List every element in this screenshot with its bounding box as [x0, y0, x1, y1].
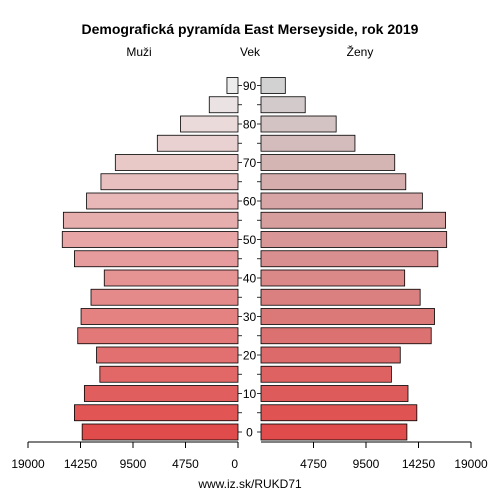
age-tick-label: 10 [243, 387, 257, 401]
x-axis-right: 4750 9500 14250 19000 [261, 441, 488, 471]
female-bar-0-4 [260, 423, 408, 441]
age-axis: 0 10 20 30 40 50 60 70 80 90 [238, 79, 261, 440]
male-bar-60-64 [86, 192, 239, 210]
x-tick-label: 4750 [172, 457, 199, 471]
male-bar-50-54 [61, 231, 239, 248]
male-bar-5-9 [74, 404, 239, 422]
female-bar-85-89 [260, 96, 306, 114]
male-bar-80-84 [180, 115, 239, 133]
age-tick-label: 30 [243, 310, 257, 324]
male-bar-0-4 [81, 423, 239, 441]
male-bar-30-34 [80, 308, 239, 325]
female-bar-15-19 [260, 365, 392, 383]
x-tick-label: 19000 [11, 457, 45, 471]
male-bar-90+ [226, 77, 239, 94]
x-tick-label: 9500 [353, 457, 380, 471]
chart-title: Demografická pyramída East Merseyside, r… [82, 21, 419, 37]
male-bar-75-79 [156, 134, 239, 152]
female-bar-70-74 [260, 154, 396, 171]
right-group-label: Ženy [347, 44, 374, 59]
female-bar-20-24 [260, 346, 401, 364]
male-bar-65-69 [100, 173, 239, 191]
female-bars [260, 77, 448, 441]
x-tick-label: 14250 [402, 457, 436, 471]
x-axis-left: 19000 14250 9500 4750 0 [11, 441, 239, 471]
female-bar-50-54 [260, 231, 448, 248]
male-bar-40-44 [103, 269, 239, 287]
female-bar-75-79 [260, 134, 356, 152]
female-bar-65-69 [260, 173, 407, 191]
female-bar-30-34 [260, 308, 435, 325]
age-tick-label: 50 [243, 233, 257, 247]
x-tick-label: 0 [231, 457, 238, 471]
male-bar-85-89 [208, 96, 239, 114]
female-bar-60-64 [260, 192, 423, 210]
center-axis-label: Vek [240, 45, 261, 59]
female-bar-35-39 [260, 288, 421, 306]
age-tick-label: 40 [243, 272, 257, 286]
female-bar-55-59 [260, 211, 446, 229]
male-bar-25-29 [77, 327, 239, 345]
age-tick-label: 80 [243, 118, 257, 132]
male-bar-15-19 [99, 365, 239, 383]
female-bar-5-9 [260, 404, 418, 422]
age-tick-label: 90 [243, 79, 257, 93]
age-tick-label: 0 [246, 426, 253, 440]
male-bar-70-74 [114, 154, 239, 171]
x-tick-label: 14250 [64, 457, 98, 471]
male-bars [61, 77, 239, 441]
male-bar-10-14 [83, 385, 239, 402]
male-bar-20-24 [96, 346, 239, 364]
female-bar-10-14 [260, 385, 409, 402]
x-tick-label: 9500 [120, 457, 147, 471]
female-bar-45-49 [260, 250, 439, 268]
age-tick-label: 20 [243, 349, 257, 363]
x-tick-label: 19000 [454, 457, 488, 471]
male-bar-35-39 [90, 288, 239, 306]
female-bar-80-84 [260, 115, 337, 133]
male-bar-45-49 [74, 250, 239, 268]
female-bar-90+ [260, 77, 286, 94]
female-bar-40-44 [260, 269, 406, 287]
left-group-label: Muži [126, 45, 151, 59]
age-tick-label: 60 [243, 195, 257, 209]
male-bar-55-59 [62, 211, 239, 229]
female-bar-25-29 [260, 327, 432, 345]
source-label: www.iz.sk/RUKD71 [197, 477, 302, 491]
age-tick-label: 70 [243, 156, 257, 170]
x-tick-label: 4750 [300, 457, 327, 471]
